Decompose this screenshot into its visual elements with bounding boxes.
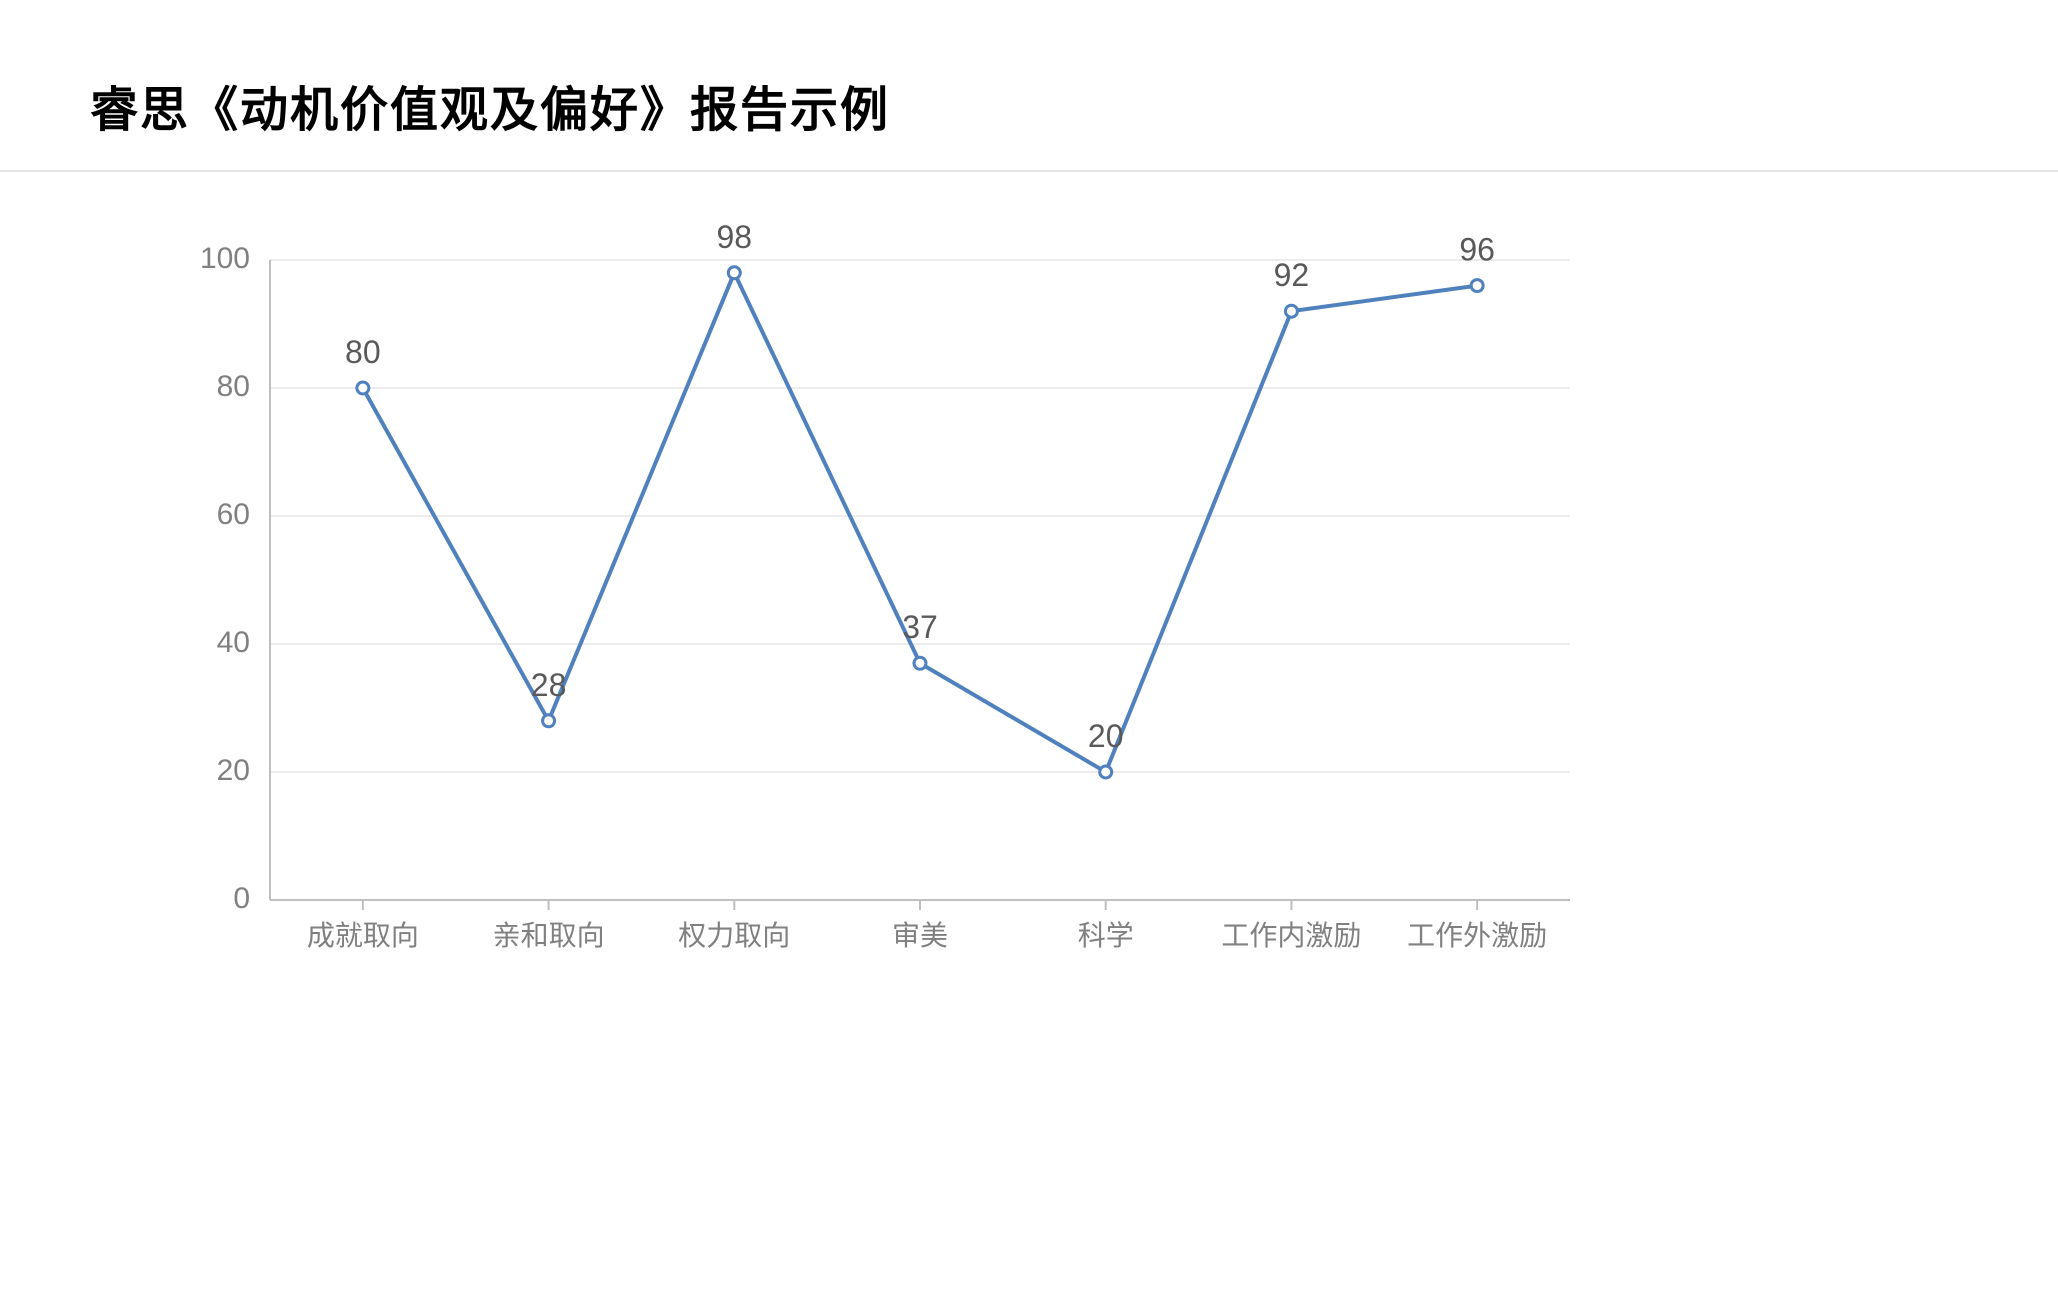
y-tick-label: 20 bbox=[217, 754, 250, 787]
y-tick-label: 0 bbox=[233, 882, 250, 915]
y-tick-label: 80 bbox=[217, 370, 250, 403]
data-label: 98 bbox=[716, 219, 752, 255]
page-title: 睿思《动机价值观及偏好》报告示例 bbox=[90, 70, 2058, 140]
y-tick-label: 100 bbox=[200, 242, 250, 275]
data-label: 96 bbox=[1459, 232, 1495, 268]
data-label: 28 bbox=[531, 667, 567, 703]
y-tick-label: 40 bbox=[217, 626, 250, 659]
x-tick-label: 工作内激励 bbox=[1221, 920, 1361, 951]
data-marker bbox=[914, 657, 926, 669]
x-tick-label: 成就取向 bbox=[307, 920, 419, 951]
data-marker bbox=[1471, 280, 1483, 292]
x-tick-label: 工作外激励 bbox=[1407, 920, 1547, 951]
data-marker bbox=[357, 382, 369, 394]
x-tick-label: 审美 bbox=[892, 920, 948, 951]
data-label: 92 bbox=[1274, 257, 1310, 293]
data-marker bbox=[1100, 766, 1112, 778]
data-label: 20 bbox=[1088, 718, 1124, 754]
header-bar: 睿思《动机价值观及偏好》报告示例 bbox=[0, 0, 2058, 172]
x-tick-label: 亲和取向 bbox=[493, 920, 605, 951]
data-marker bbox=[543, 715, 555, 727]
data-marker bbox=[1285, 305, 1297, 317]
x-tick-label: 权力取向 bbox=[678, 920, 790, 951]
data-marker bbox=[728, 267, 740, 279]
chart-svg: 020406080100成就取向亲和取向权力取向审美科学工作内激励工作外激励80… bbox=[190, 260, 1590, 980]
data-label: 37 bbox=[902, 609, 938, 645]
data-label: 80 bbox=[345, 334, 381, 370]
x-tick-label: 科学 bbox=[1078, 920, 1134, 951]
line-chart: 020406080100成就取向亲和取向权力取向审美科学工作内激励工作外激励80… bbox=[190, 260, 1590, 980]
y-tick-label: 60 bbox=[217, 498, 250, 531]
